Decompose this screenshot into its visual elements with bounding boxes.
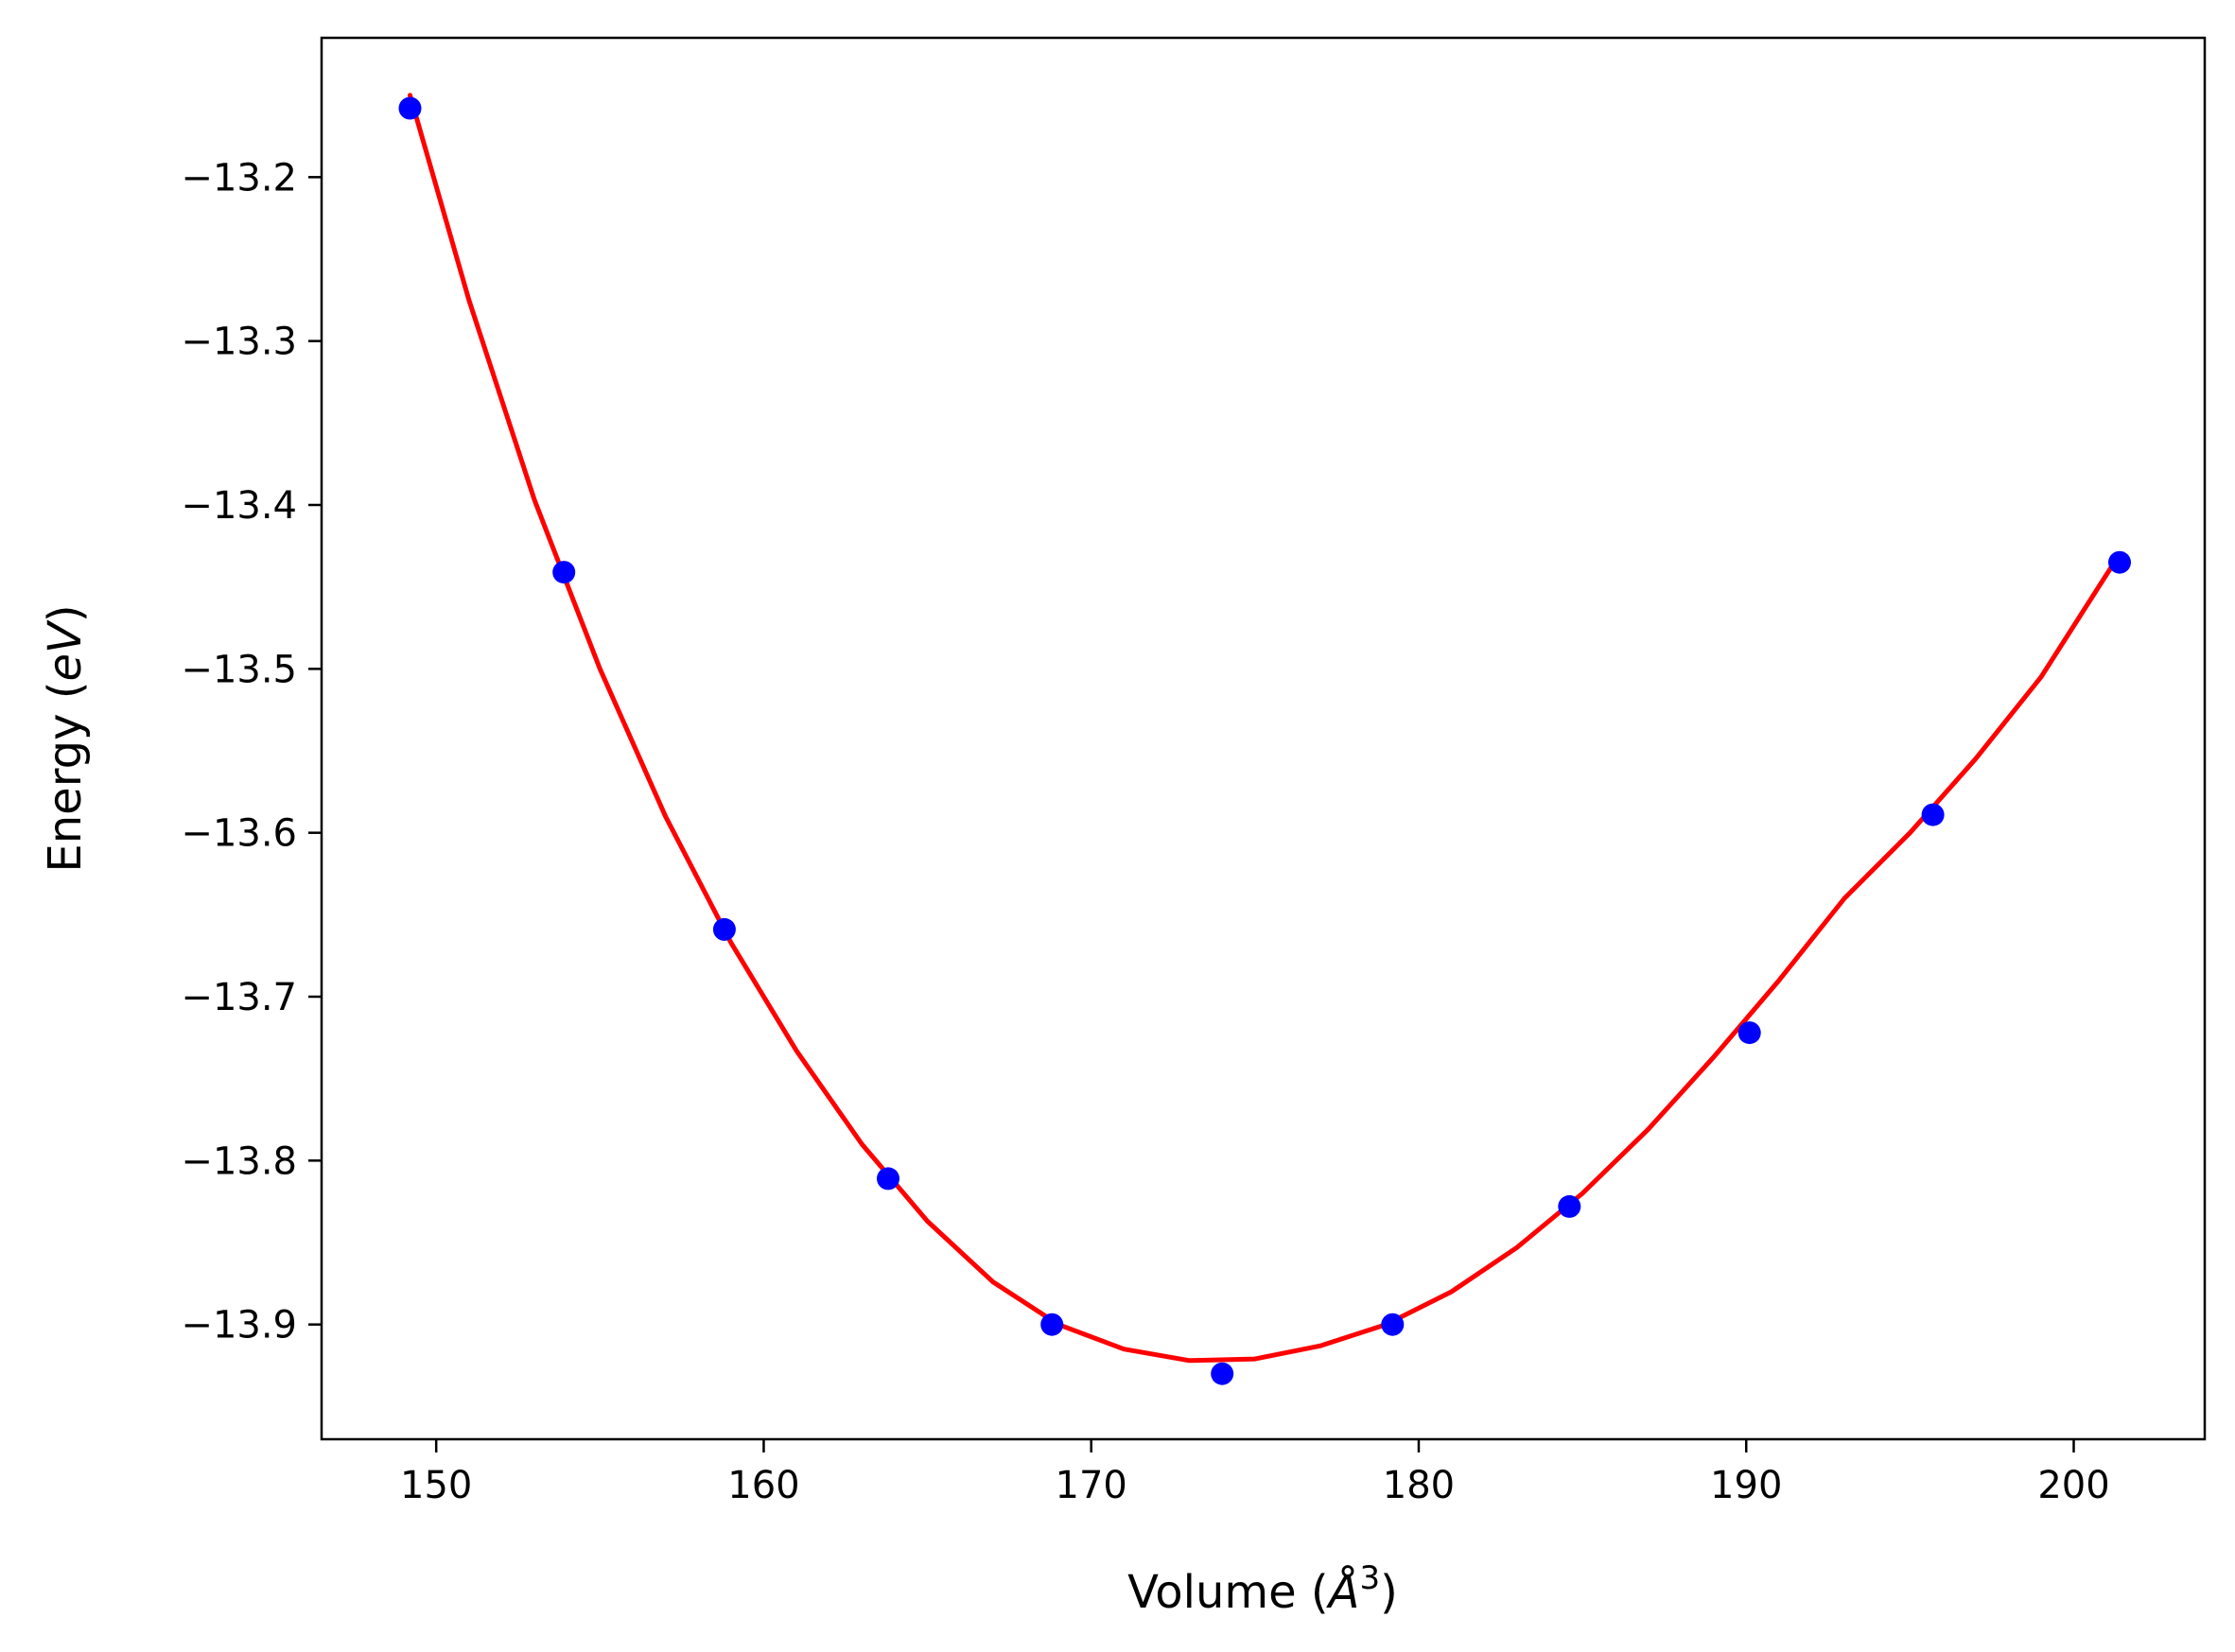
y-axis-ticks: −13.2 −13.3 −13.4 −13.5 −13.6 −13.7 −13.8 −13.9 [181, 156, 322, 1348]
y-tick-label: −13.3 [181, 321, 297, 364]
plot-frame [320, 36, 2207, 1441]
y-tick-label: −13.7 [181, 976, 297, 1019]
fit-curve-layer [408, 93, 2122, 1364]
y-axis-label: Energy (eV) [39, 604, 92, 872]
plot-area [322, 38, 2205, 1439]
x-axis-label: Volume (Å3) [1127, 1559, 1398, 1619]
data-point [712, 917, 736, 941]
data-point [1737, 1021, 1761, 1045]
y-tick-label: −13.5 [181, 648, 297, 691]
data-point [552, 561, 576, 584]
y-tick-label: −13.2 [181, 156, 297, 200]
x-tick-label: 190 [1710, 1464, 1782, 1507]
x-tick-label: 170 [1056, 1464, 1127, 1507]
data-point [1558, 1194, 1581, 1218]
data-points-layer [398, 96, 2131, 1385]
fit-curve [408, 93, 2122, 1364]
x-axis-ticks: 150 160 170 180 190 200 [400, 1439, 2110, 1507]
data-point [877, 1167, 899, 1191]
data-point [2108, 550, 2131, 574]
x-tick-label: 160 [727, 1464, 799, 1507]
data-point [1381, 1313, 1405, 1336]
x-tick-label: 180 [1383, 1464, 1455, 1507]
y-tick-label: −13.4 [181, 484, 297, 528]
y-tick-label: −13.9 [181, 1304, 297, 1348]
data-point [398, 96, 422, 120]
data-point [1921, 803, 1945, 826]
data-point [1040, 1313, 1064, 1336]
y-tick-label: −13.6 [181, 812, 297, 856]
data-point [1211, 1362, 1234, 1385]
y-tick-label: −13.8 [181, 1139, 297, 1183]
x-tick-label: 200 [2037, 1464, 2109, 1507]
x-tick-label: 150 [400, 1464, 472, 1507]
